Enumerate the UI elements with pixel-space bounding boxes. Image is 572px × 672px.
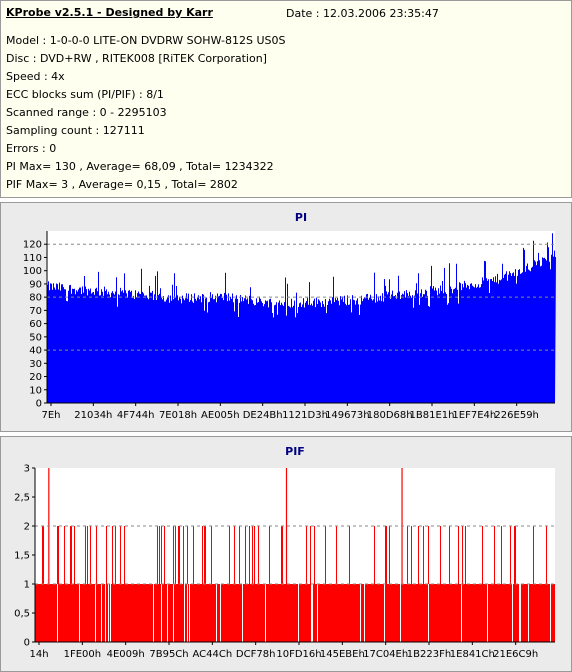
pif-zero-gap	[220, 584, 221, 642]
pi-chart-panel: PI 0 10 20 30 40 50 60 70 80 90 100 110 120 7Eh 21034h 4…	[0, 202, 572, 432]
pif-zero-gap	[364, 584, 365, 642]
pi-bars	[47, 233, 556, 403]
pif-zero-gap	[312, 584, 313, 642]
speed-line: Speed : 4x	[6, 70, 65, 83]
y-tick-label: 1	[24, 580, 30, 591]
range-line: Scanned range : 0 - 2295103	[6, 106, 167, 119]
y-tick-label: 0	[36, 399, 42, 410]
x-tick-label: 17C04Eh	[363, 649, 408, 660]
pif-baseline-bars	[35, 584, 555, 642]
chart-title: PIF	[285, 445, 305, 458]
pif-zero-gap	[79, 584, 80, 642]
x-tick-label: 21E6C9h	[493, 649, 538, 660]
pif-zero-gap	[101, 584, 102, 642]
pif-zero-gap	[184, 584, 185, 642]
pif-zero-gap	[216, 584, 217, 642]
y-tick-label: 1,5	[14, 551, 30, 562]
pif-zero-gap	[428, 584, 429, 642]
pif-zero-gap	[461, 584, 462, 642]
pif-zero-gap	[384, 584, 385, 642]
x-tick-label: 4F744h	[117, 410, 155, 421]
y-tick-label: 0,5	[14, 609, 30, 620]
x-tick-label: 1E841Ch	[450, 649, 495, 660]
pif-zero-gap	[105, 584, 106, 642]
pif-chart: PIF 0 0,5 1 1,5 2 2,5 3 14h 1FE00h 4E009h 7B95Ch AC4…	[14, 445, 555, 660]
pif-zero-gap	[153, 584, 154, 642]
x-tick-label: 1EF7E4h	[452, 410, 496, 421]
pif-zero-gap	[110, 584, 111, 642]
x-tick-label: 14h	[29, 649, 48, 660]
y-tick-label: 2,5	[14, 493, 30, 504]
app-title: KProbe v2.5.1 - Designed by Karr	[6, 6, 213, 19]
ecc-line: ECC blocks sum (PI/PIF) : 8/1	[6, 88, 164, 101]
errors-line: Errors : 0	[6, 142, 57, 155]
x-tick-label: AE005h	[201, 410, 240, 421]
x-tick-label: DE24Bh	[243, 410, 283, 421]
pif-zero-gap	[520, 584, 521, 642]
pif-zero-gap	[512, 584, 513, 642]
scan-date: Date : 12.03.2006 23:35:47	[286, 7, 439, 20]
pif-zero-gap	[487, 584, 488, 642]
x-tick-label: 1B81E1h	[410, 410, 455, 421]
x-tick-label: 7Eh	[41, 410, 60, 421]
pif-zero-gap	[95, 584, 96, 642]
pif-zero-gap	[360, 584, 361, 642]
y-tick-label: 0	[24, 638, 30, 649]
x-tick-label: DCF78h	[236, 649, 276, 660]
pif-zero-gap	[317, 584, 318, 642]
x-tick-label: 180D68h	[367, 410, 413, 421]
pif-zero-gap	[298, 584, 299, 642]
pif-zero-gap	[242, 584, 243, 642]
pif-summary-line: PIF Max= 3 , Average= 0,15 , Total= 2802	[6, 178, 238, 191]
y-tick-label: 90	[29, 279, 42, 290]
y-tick-label: 10	[29, 385, 42, 396]
x-tick-label: 7E018h	[159, 410, 197, 421]
disc-line: Disc : DVD+RW , RITEK008 [RiTEK Corporat…	[6, 52, 267, 65]
pif-zero-gap	[528, 584, 529, 642]
x-tick-label: AC44Ch	[192, 649, 232, 660]
sampling-line: Sampling count : 127111	[6, 124, 145, 137]
pif-zero-gap	[57, 584, 58, 642]
pif-zero-gap	[550, 584, 551, 642]
y-tick-label: 50	[29, 332, 42, 343]
x-tick-label: 1FE00h	[64, 649, 102, 660]
y-tick-label: 110	[23, 253, 42, 264]
x-tick-label: 226E59h	[494, 410, 538, 421]
x-tick-label: 149673h	[325, 410, 370, 421]
y-tick-label: 2	[24, 522, 30, 533]
y-tick-label: 20	[29, 372, 42, 383]
x-tick-label: 7B95Ch	[149, 649, 188, 660]
pif-zero-gap	[265, 584, 266, 642]
info-panel: KProbe v2.5.1 - Designed by Karr Date : …	[0, 0, 572, 198]
pi-chart: PI 0 10 20 30 40 50 60 70 80 90 100 110 120 7Eh 21034h 4…	[23, 211, 556, 421]
pif-zero-gap	[108, 584, 109, 642]
y-tick-label: 40	[29, 346, 42, 357]
pif-chart-panel: PIF 0 0,5 1 1,5 2 2,5 3 14h 1FE00h 4E009h 7B95Ch AC4…	[0, 436, 572, 672]
x-tick-label: 145EBEh	[320, 649, 365, 660]
y-tick-label: 100	[23, 266, 42, 277]
x-tick-label: 10FD16h	[276, 649, 321, 660]
x-tick-label: 1B223Fh	[407, 649, 451, 660]
pif-zero-gap	[311, 584, 312, 642]
pif-zero-gap	[400, 584, 401, 642]
y-tick-label: 80	[29, 293, 42, 304]
y-tick-label: 3	[24, 464, 30, 475]
pif-zero-gap	[187, 584, 188, 642]
pi-summary-line: PI Max= 130 , Average= 68,09 , Total= 12…	[6, 160, 274, 173]
pif-zero-gap	[519, 584, 520, 642]
pif-zero-gap	[189, 584, 190, 642]
chart-title: PI	[295, 211, 307, 224]
model-line: Model : 1-0-0-0 LITE-ON DVDRW SOHW-812S …	[6, 34, 286, 47]
x-tick-label: 1121D3h	[282, 410, 328, 421]
y-tick-label: 30	[29, 359, 42, 370]
y-tick-label: 60	[29, 319, 42, 330]
y-tick-label: 70	[29, 306, 42, 317]
x-tick-label: 21034h	[74, 410, 112, 421]
y-tick-label: 120	[23, 240, 42, 251]
x-tick-label: 4E009h	[107, 649, 145, 660]
pif-zero-gap	[161, 584, 162, 642]
pif-zero-gap	[167, 584, 168, 642]
pif-zero-gap	[173, 584, 174, 642]
